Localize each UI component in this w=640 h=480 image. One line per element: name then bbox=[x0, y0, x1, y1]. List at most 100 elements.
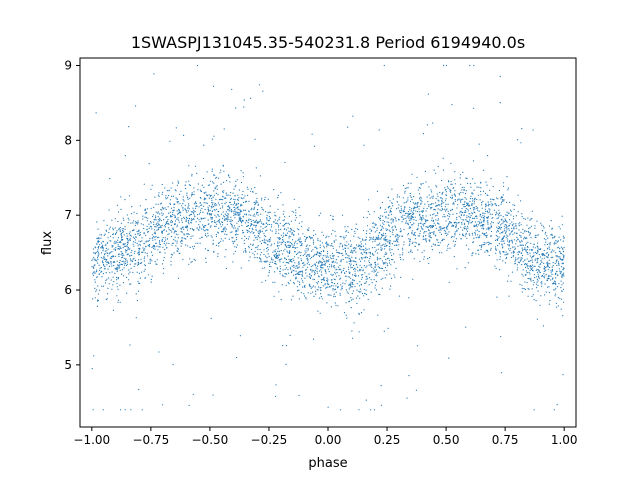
data-point bbox=[516, 236, 518, 238]
data-point bbox=[126, 246, 128, 248]
data-point bbox=[437, 218, 439, 220]
data-point bbox=[395, 267, 397, 269]
data-point bbox=[416, 206, 418, 208]
data-point bbox=[529, 249, 531, 251]
data-point bbox=[406, 187, 408, 189]
data-point bbox=[275, 253, 277, 255]
data-point bbox=[326, 243, 328, 245]
data-point bbox=[369, 213, 371, 215]
data-point bbox=[275, 229, 277, 231]
data-point bbox=[465, 208, 467, 210]
data-point bbox=[367, 298, 369, 301]
data-point bbox=[450, 183, 452, 185]
data-point bbox=[188, 184, 190, 186]
data-point bbox=[382, 277, 384, 279]
data-point bbox=[184, 208, 186, 210]
data-point bbox=[453, 187, 455, 189]
data-point bbox=[349, 283, 352, 285]
data-point bbox=[541, 258, 543, 260]
data-point bbox=[267, 224, 269, 226]
data-point bbox=[548, 303, 550, 305]
data-point bbox=[233, 201, 236, 203]
data-point bbox=[412, 208, 415, 210]
data-point bbox=[158, 236, 160, 238]
data-point bbox=[380, 257, 382, 260]
data-point bbox=[294, 262, 296, 264]
data-point bbox=[423, 250, 425, 252]
data-point bbox=[447, 180, 450, 182]
data-point bbox=[349, 251, 352, 253]
data-point bbox=[168, 189, 170, 191]
data-point bbox=[137, 252, 139, 254]
data-point bbox=[441, 193, 443, 195]
data-point bbox=[181, 239, 183, 241]
data-point bbox=[106, 264, 108, 266]
data-point bbox=[490, 223, 492, 225]
data-point bbox=[558, 226, 560, 228]
data-point bbox=[432, 225, 434, 227]
data-point bbox=[255, 221, 257, 223]
data-point bbox=[281, 274, 284, 276]
data-point bbox=[315, 293, 317, 295]
data-point bbox=[425, 238, 427, 240]
data-point bbox=[269, 238, 271, 240]
data-point bbox=[225, 180, 228, 182]
data-point bbox=[168, 242, 170, 245]
data-point bbox=[178, 252, 180, 254]
data-point bbox=[263, 253, 265, 256]
data-point bbox=[133, 220, 135, 222]
data-point bbox=[212, 242, 214, 244]
data-point bbox=[437, 241, 439, 243]
data-point bbox=[346, 291, 348, 293]
data-point bbox=[344, 275, 346, 277]
data-point bbox=[114, 272, 116, 274]
data-point bbox=[301, 221, 303, 223]
data-point bbox=[353, 250, 355, 252]
data-point bbox=[267, 212, 269, 214]
data-point bbox=[518, 225, 520, 227]
data-point bbox=[413, 206, 415, 208]
data-point bbox=[196, 64, 199, 67]
data-point bbox=[330, 266, 333, 268]
data-point bbox=[519, 244, 521, 246]
data-point bbox=[360, 243, 362, 245]
data-point bbox=[411, 216, 414, 218]
data-point bbox=[471, 222, 473, 224]
data-point bbox=[235, 207, 237, 209]
data-point bbox=[430, 207, 432, 209]
data-point bbox=[513, 246, 515, 248]
data-point bbox=[386, 239, 388, 241]
data-point bbox=[151, 246, 153, 248]
data-point bbox=[381, 226, 383, 228]
data-point bbox=[225, 211, 228, 213]
data-point bbox=[151, 234, 153, 236]
data-point bbox=[157, 249, 159, 251]
data-point bbox=[313, 145, 316, 147]
data-point bbox=[543, 249, 545, 252]
data-point bbox=[295, 212, 297, 214]
data-point bbox=[253, 224, 255, 227]
data-point bbox=[340, 260, 342, 262]
data-point bbox=[150, 226, 152, 228]
data-point bbox=[112, 256, 114, 258]
data-point bbox=[508, 225, 510, 227]
data-point bbox=[442, 238, 444, 240]
data-point bbox=[278, 232, 280, 234]
data-point bbox=[377, 235, 379, 237]
data-point bbox=[287, 227, 289, 229]
data-point bbox=[424, 203, 426, 205]
data-point bbox=[176, 224, 178, 226]
data-point bbox=[304, 253, 306, 255]
data-point bbox=[474, 182, 476, 184]
data-point bbox=[126, 260, 128, 262]
data-point bbox=[508, 229, 510, 231]
data-point bbox=[442, 64, 445, 67]
data-point bbox=[198, 206, 200, 208]
data-point bbox=[451, 197, 453, 200]
data-point bbox=[251, 227, 253, 229]
data-point bbox=[144, 277, 146, 279]
data-point bbox=[310, 287, 312, 289]
data-point bbox=[268, 271, 270, 274]
data-point bbox=[390, 211, 392, 213]
data-point bbox=[518, 229, 520, 231]
